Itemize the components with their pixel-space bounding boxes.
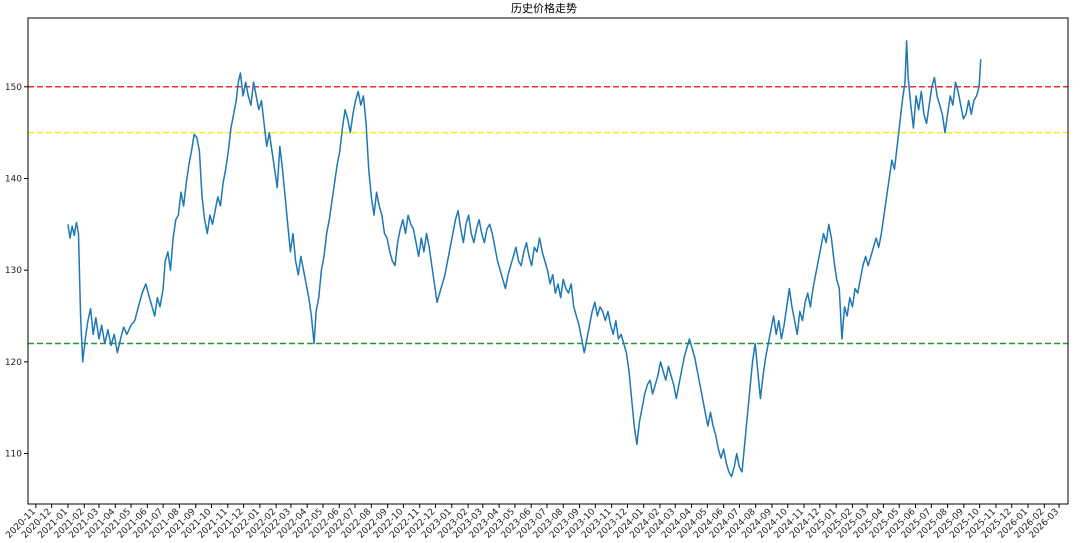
x-axis: 2020-112020-122021-012021-022021-032021-… <box>4 504 1061 541</box>
series-layer <box>67 40 982 478</box>
y-tick-label: 110 <box>5 450 22 460</box>
y-tick-label: 140 <box>5 174 22 184</box>
y-tick-label: 120 <box>5 358 22 368</box>
y-axis: 110 120 130 140 150 <box>5 83 28 460</box>
reference-lines <box>28 86 1068 345</box>
y-tick-label: 130 <box>5 266 22 276</box>
plot-frame <box>27 17 1069 505</box>
series-line <box>67 40 982 478</box>
y-tick-label: 150 <box>5 83 22 93</box>
chart-title: 历史价格走势 <box>511 1 577 15</box>
